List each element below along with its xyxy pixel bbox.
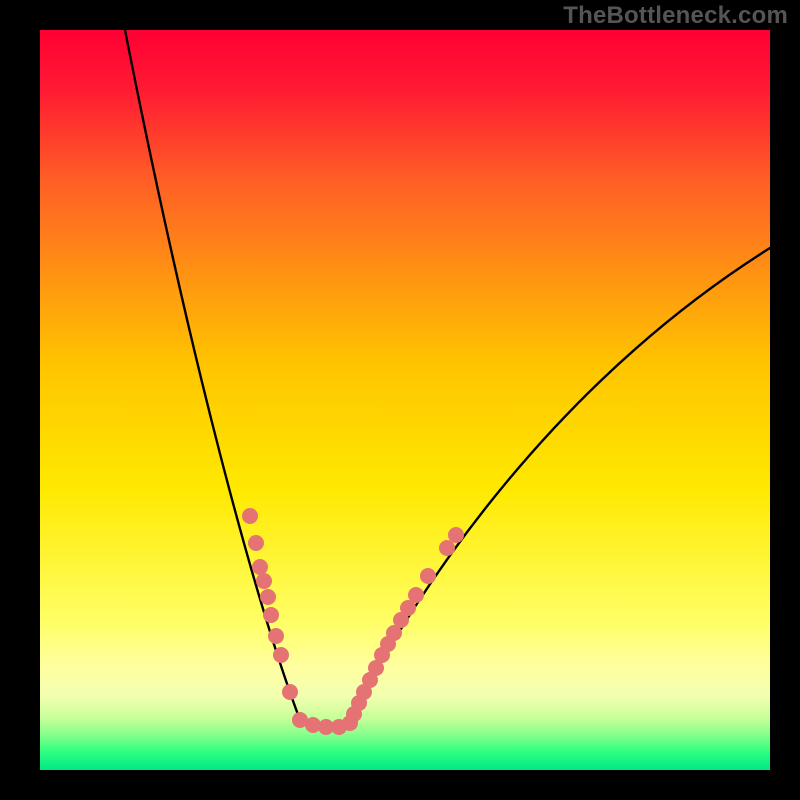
data-point [408, 587, 424, 603]
data-point [260, 589, 276, 605]
data-point [268, 628, 284, 644]
chart-svg [0, 0, 800, 800]
watermark-text: TheBottleneck.com [563, 2, 788, 30]
data-point [248, 535, 264, 551]
data-point [263, 607, 279, 623]
data-point [448, 527, 464, 543]
data-point [273, 647, 289, 663]
chart-stage: TheBottleneck.com [0, 0, 800, 800]
data-point [242, 508, 258, 524]
data-point [420, 568, 436, 584]
gradient-background [40, 30, 770, 770]
data-point [282, 684, 298, 700]
data-point [439, 540, 455, 556]
data-point [256, 573, 272, 589]
plot-area [40, 30, 770, 770]
data-point [252, 559, 268, 575]
